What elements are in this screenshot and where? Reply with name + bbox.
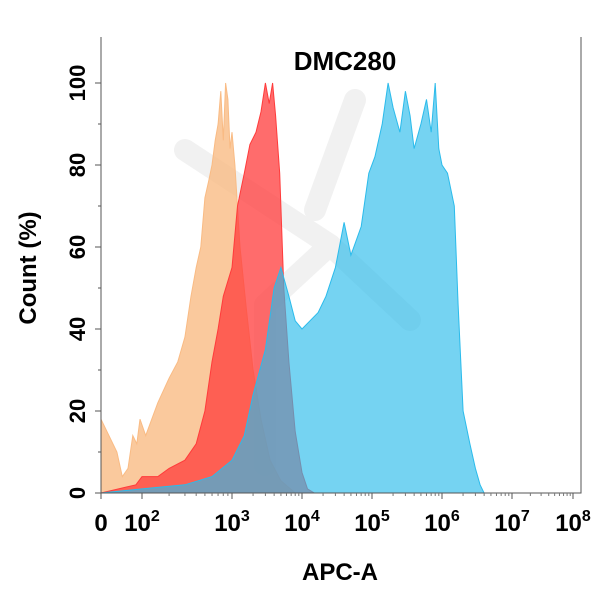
x-tick-label: 106 <box>424 508 460 537</box>
y-tick-label: 60 <box>65 235 90 259</box>
y-axis-label: Count (%) <box>15 211 42 324</box>
y-tick-label: 40 <box>65 317 90 341</box>
x-tick-label: 108 <box>555 508 591 537</box>
axes-layer: 0 20 40 60 80 100 0 102 103 104 105 106 107 108 <box>65 37 591 537</box>
x-tick-label: 103 <box>214 508 250 537</box>
plot-frame <box>100 37 582 494</box>
x-tick-label: 102 <box>124 508 160 537</box>
series-area-3 <box>100 82 485 494</box>
y-tick-label: 80 <box>65 153 90 177</box>
series-layer <box>100 82 485 494</box>
chart-title: DMC280 <box>294 46 397 76</box>
x-axis-label: APC-A <box>302 559 378 586</box>
x-tick-label: 107 <box>494 508 530 537</box>
y-tick-label: 100 <box>65 65 90 102</box>
y-tick-label: 0 <box>65 487 90 499</box>
x-tick-label: 105 <box>354 508 390 537</box>
x-tick-label: 104 <box>284 508 320 537</box>
x-tick-label: 0 <box>94 510 107 537</box>
y-tick-label: 20 <box>65 399 90 423</box>
